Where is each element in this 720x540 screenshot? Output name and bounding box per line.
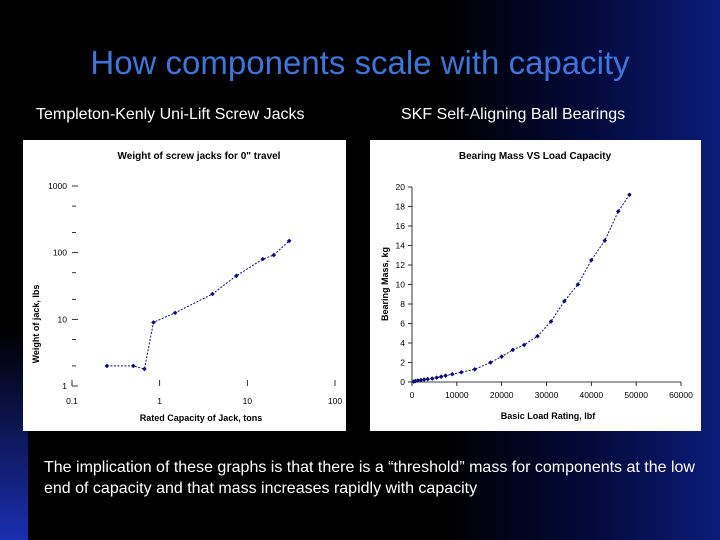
y-tick-label: 2 xyxy=(400,358,405,368)
data-point xyxy=(472,367,478,372)
tick-labels: 1 10 100 1000 0.1 1 10 100 xyxy=(48,181,342,406)
data-point xyxy=(172,310,178,316)
bearing-chart: Bearing Mass VS Load Capacity 0 2 4 6 8 10 12 1… xyxy=(370,140,701,431)
y-tick-label: 4 xyxy=(400,338,405,348)
y-tick-label: 16 xyxy=(396,221,406,231)
data-point xyxy=(521,342,527,348)
data-point xyxy=(459,369,464,375)
y-tick-label: 100 xyxy=(53,248,67,258)
y-axis-label: Weight of jack, lbs xyxy=(31,285,41,364)
y-tick-label: 20 xyxy=(396,182,406,192)
y-tick-label: 10 xyxy=(396,280,406,290)
series-line xyxy=(106,240,290,370)
left-chart-label: Templeton-Kenly Uni-Lift Screw Jacks xyxy=(36,106,305,123)
tick-labels: 0 2 4 6 8 10 12 14 16 18 20 0 10000 20000 30000 40000 50… xyxy=(396,182,694,400)
data-point xyxy=(510,347,516,353)
y-tick-label: 1 xyxy=(62,381,67,391)
y-tick-label: 10 xyxy=(58,314,68,324)
slide-title: How components scale with capacity xyxy=(90,44,630,81)
data-points xyxy=(411,192,632,384)
x-tick-label: 100 xyxy=(328,396,342,406)
data-point xyxy=(548,319,554,324)
data-point xyxy=(575,282,581,287)
right-chart-label: SKF Self-Aligning Ball Bearings xyxy=(401,106,626,123)
data-point xyxy=(271,252,277,258)
data-point xyxy=(429,376,435,381)
y-tick-label: 14 xyxy=(396,241,406,251)
data-point xyxy=(421,377,427,382)
x-tick-label: 60000 xyxy=(669,390,693,400)
data-point xyxy=(418,377,424,383)
data-point xyxy=(425,376,430,382)
chart-axes xyxy=(71,185,336,387)
data-point xyxy=(488,360,493,365)
data-point xyxy=(627,192,632,198)
y-tick-label: 0 xyxy=(400,377,405,387)
data-point xyxy=(234,273,239,279)
data-point xyxy=(260,256,266,262)
data-point xyxy=(415,378,421,383)
data-point xyxy=(286,238,292,244)
chart-title: Weight of screw jacks for 0" travel xyxy=(118,151,281,162)
chart-axes xyxy=(408,186,682,386)
x-axis-label: Rated Capacity of Jack, tons xyxy=(140,413,263,423)
y-tick-label: 18 xyxy=(396,202,406,212)
chart-title: Bearing Mass VS Load Capacity xyxy=(459,151,612,162)
data-point xyxy=(142,366,147,372)
x-tick-label: 50000 xyxy=(624,390,648,400)
data-points xyxy=(104,238,292,372)
data-point xyxy=(434,375,439,380)
y-tick-label: 6 xyxy=(400,319,405,329)
series-line xyxy=(413,194,630,382)
x-tick-label: 10000 xyxy=(445,390,469,400)
data-point xyxy=(499,354,504,359)
data-point xyxy=(602,238,608,243)
y-tick-label: 12 xyxy=(396,260,406,270)
slide-caption: The implication of these graphs is that … xyxy=(44,459,695,497)
y-tick-label: 8 xyxy=(400,299,405,309)
data-point xyxy=(438,374,444,379)
x-tick-label: 30000 xyxy=(535,390,559,400)
data-point xyxy=(151,320,156,325)
data-point xyxy=(615,209,621,214)
x-tick-label: 0 xyxy=(410,390,415,400)
x-tick-label: 20000 xyxy=(490,390,514,400)
x-tick-label: 1 xyxy=(157,396,162,406)
y-tick-label: 1000 xyxy=(48,181,67,191)
data-point xyxy=(130,363,136,369)
data-point xyxy=(104,363,110,369)
data-point xyxy=(210,291,215,297)
x-tick-label: 40000 xyxy=(580,390,604,400)
data-point xyxy=(589,257,594,263)
data-point xyxy=(450,371,455,377)
data-point xyxy=(443,373,448,378)
x-tick-label: 0.1 xyxy=(66,396,78,406)
data-point xyxy=(562,298,567,304)
y-axis-label: Bearing Mass, kg xyxy=(380,247,390,321)
x-tick-label: 10 xyxy=(243,396,253,406)
screw-jack-chart: Weight of screw jacks for 0" travel 1101… xyxy=(23,140,346,431)
x-axis-label: Basic Load Rating, lbf xyxy=(501,411,597,421)
